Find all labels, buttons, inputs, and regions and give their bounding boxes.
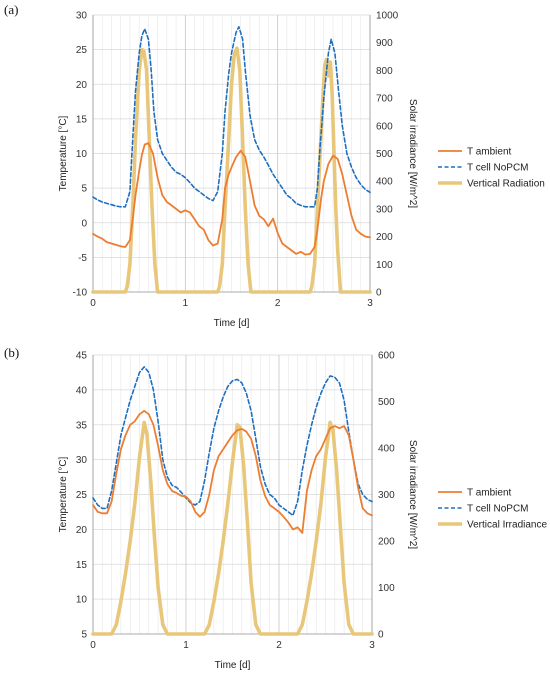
y-tick-label: 5 [81, 184, 87, 195]
y-tick-label: 15 [76, 114, 88, 125]
y-tick-label: 25 [76, 45, 88, 56]
x-axis-label: Time [d] [215, 660, 251, 671]
x-tick-label: 1 [183, 298, 189, 309]
y-tick-label: 10 [76, 149, 88, 160]
series-line-t-cell-nopcm [92, 26, 371, 208]
y2-tick-label: 400 [376, 177, 393, 188]
x-tick-label: 3 [367, 298, 373, 309]
y2-tick-label: 100 [378, 583, 395, 594]
y2-tick-label: 500 [378, 397, 395, 408]
chart-panel-a: -10-505101520253001002003004005006007008… [4, 2, 545, 329]
y-tick-label: 0 [81, 218, 87, 229]
y2-tick-label: 700 [376, 94, 393, 105]
x-tick-label: 1 [183, 640, 189, 651]
y-tick-label: 10 [76, 595, 88, 606]
y-tick-label: 30 [76, 11, 88, 22]
x-tick-label: 3 [369, 640, 375, 651]
y2-axis-label: Solar irradiance [W/m^2] [407, 440, 418, 549]
y2-tick-label: 300 [378, 490, 395, 501]
y-tick-label: 5 [81, 630, 87, 641]
series-line-t-ambient [92, 409, 373, 534]
y-tick-label: 20 [76, 80, 88, 91]
y-tick-label: 35 [76, 420, 88, 431]
y-tick-label: -10 [73, 288, 88, 299]
y2-tick-label: 600 [378, 351, 395, 362]
y2-tick-label: 800 [376, 66, 393, 77]
series-line-t-cell-nopcm [92, 366, 373, 517]
series-line-vertical-irradiance [91, 420, 374, 636]
y2-tick-label: 500 [376, 149, 393, 160]
x-axis-label: Time [d] [214, 318, 250, 329]
y-tick-label: 20 [76, 525, 88, 536]
y2-tick-label: 1000 [376, 11, 399, 22]
x-tick-label: 0 [90, 298, 96, 309]
legend-label: Vertical Radiation [467, 179, 545, 190]
y-tick-label: 30 [76, 455, 88, 466]
legend-label: T cell NoPCM [467, 163, 529, 174]
legend-label: T ambient [467, 147, 512, 158]
legend-label: Vertical Irradiance [467, 520, 547, 531]
legend: T ambient T cell NoPCM Vertical Irradiance [438, 488, 547, 531]
x-tick-label: 2 [276, 640, 282, 651]
y2-tick-label: 0 [376, 288, 382, 299]
series-line-vertical-radiation [91, 46, 372, 294]
legend: T ambient T cell NoPCM Vertical Radiation [438, 147, 545, 190]
legend-label: T cell NoPCM [467, 504, 529, 515]
panel-label: (a) [4, 2, 18, 17]
y2-tick-label: 200 [376, 232, 393, 243]
y-axis-label: Temperature [°C] [58, 115, 69, 191]
y2-tick-label: 600 [376, 121, 393, 132]
y2-tick-label: 900 [376, 38, 393, 49]
panel-label: (b) [4, 345, 19, 360]
y-tick-label: 15 [76, 560, 88, 571]
y2-tick-label: 300 [376, 204, 393, 215]
y2-axis-label: Solar irradiance [W/m^2] [407, 99, 418, 208]
y-axis-label: Temperature [°C] [58, 456, 69, 532]
y2-tick-label: 100 [376, 260, 393, 271]
series-line-t-ambient [92, 142, 371, 256]
y2-tick-label: 400 [378, 444, 395, 455]
y-tick-label: 25 [76, 490, 88, 501]
y-tick-label: -5 [78, 253, 87, 264]
y-tick-label: 40 [76, 385, 88, 396]
y2-tick-label: 0 [378, 630, 384, 641]
y-tick-label: 45 [76, 351, 88, 362]
x-tick-label: 2 [275, 298, 281, 309]
y2-tick-label: 200 [378, 537, 395, 548]
x-tick-label: 0 [90, 640, 96, 651]
chart-panel-b: 5 10 15 20 25 30 35 40 45 0 100 200 300 400 500 600 0 1 2 3… [4, 345, 547, 671]
legend-label: T ambient [467, 488, 512, 499]
